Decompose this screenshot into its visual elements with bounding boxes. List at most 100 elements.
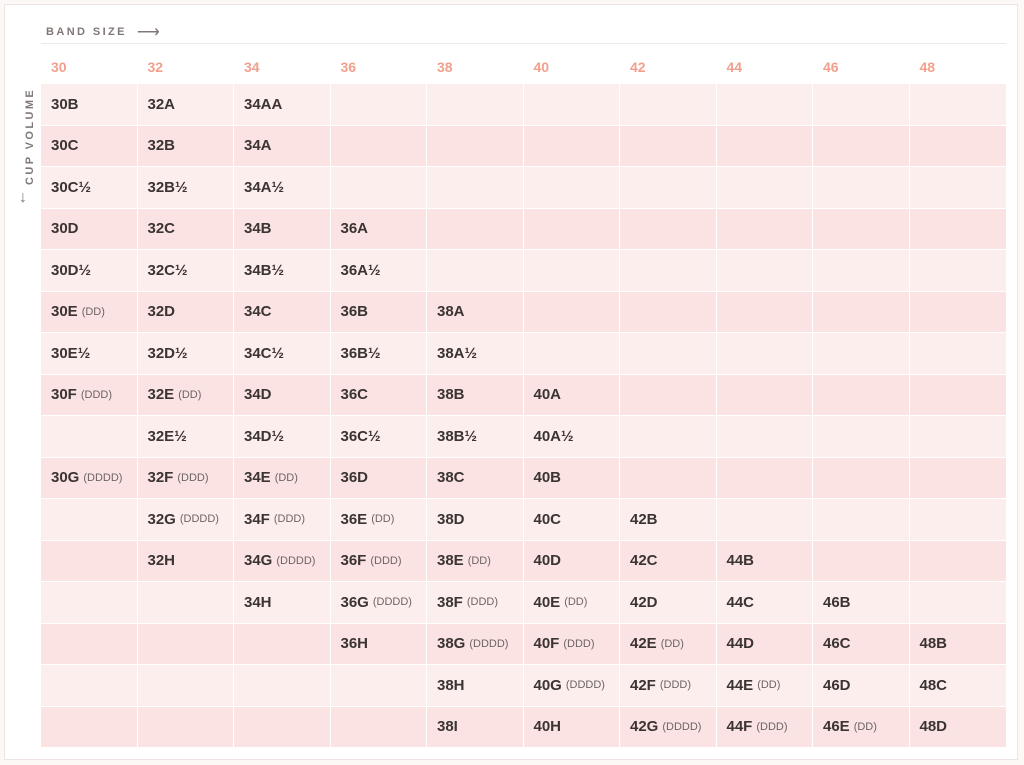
- size-cell: [523, 333, 620, 375]
- size-cell: [909, 499, 1006, 541]
- size-cell: 30C½: [41, 167, 138, 209]
- size-cell: 42G (DDDD): [620, 706, 717, 748]
- size-row: 30B 32A 34AA: [41, 84, 1006, 126]
- size-cell: [716, 457, 813, 499]
- size-label: 34B½: [244, 261, 285, 279]
- size-cell: [813, 167, 910, 209]
- size-row: 36H 38G (DDDD) 40F (DDD) 42E (DD) 44D 46C 48B: [41, 623, 1006, 665]
- size-label: 34A: [244, 137, 272, 155]
- size-label: 34AA: [244, 95, 283, 113]
- size-label: 32G: [147, 510, 176, 528]
- size-cell: 32B½: [137, 167, 234, 209]
- size-label: 32D: [147, 303, 176, 321]
- size-label: 44F: [726, 718, 753, 736]
- size-cell: [330, 84, 427, 126]
- size-cell: [909, 582, 1006, 624]
- size-cell: 32D½: [137, 333, 234, 375]
- size-label: 42C: [630, 552, 658, 570]
- cup-volume-label: CUP VOLUME ↓: [7, 88, 39, 215]
- size-cell: 40A½: [523, 416, 620, 458]
- alt-size-label: (DD): [467, 554, 491, 567]
- size-cell: 34F (DDD): [234, 499, 331, 541]
- size-label: 36A½: [340, 261, 381, 279]
- size-label: 36H: [340, 635, 369, 653]
- size-cell: 34A½: [234, 167, 331, 209]
- size-cell: [620, 167, 717, 209]
- size-cell: 38A: [427, 291, 524, 333]
- size-cell: [909, 416, 1006, 458]
- band-size-header-row: 30 32 34 36 38 40 42 44 46 48: [41, 51, 1006, 84]
- band-header-46: 46: [823, 59, 839, 75]
- alt-size-label: (DDD): [80, 388, 113, 401]
- size-cell: 30F (DDD): [41, 374, 138, 416]
- size-label: 32B: [147, 137, 176, 155]
- band-header-36: 36: [340, 59, 357, 75]
- size-cell: [427, 250, 524, 292]
- size-cell: 36A½: [330, 250, 427, 292]
- size-label: 40A½: [533, 427, 574, 445]
- size-cell: [523, 208, 620, 250]
- size-cell: 30B: [41, 84, 138, 126]
- size-label: 38E: [437, 552, 464, 570]
- size-label: 34C: [244, 303, 272, 321]
- size-label: 38G: [437, 635, 466, 653]
- size-cell: [716, 499, 813, 541]
- size-cell: 34D½: [234, 416, 331, 458]
- size-cell: 38H: [427, 665, 524, 707]
- size-label: 44D: [726, 635, 755, 653]
- right-arrow-icon: ⟶: [136, 24, 160, 41]
- band-header-48: 48: [919, 59, 936, 75]
- size-grid: 30 32 34 36 38 40 42 44 46 48 30B 32A 34AA 30C 32B 34A…: [41, 51, 1006, 748]
- size-label: 38A½: [437, 344, 478, 362]
- size-cell: 32C½: [137, 250, 234, 292]
- size-label: 40F: [533, 635, 560, 653]
- alt-size-label: (DD): [757, 679, 781, 692]
- size-cell: 44F (DDD): [716, 706, 813, 748]
- size-cell: [909, 292, 1006, 333]
- size-cell: [137, 665, 234, 707]
- size-cell: [620, 84, 717, 126]
- band-size-text: BAND SIZE: [46, 26, 127, 38]
- size-cell: [330, 125, 427, 167]
- size-cell: 48C: [909, 665, 1006, 707]
- alt-size-label: (DDD): [563, 637, 595, 650]
- alt-size-label: (DDDD): [662, 720, 702, 733]
- size-row: 30F (DDD) 32E (DD) 34D 36C 38B 40A: [41, 374, 1006, 416]
- size-cell: 38A½: [427, 333, 524, 375]
- size-label: 34H: [244, 593, 272, 611]
- size-cell: 46C: [813, 623, 910, 665]
- size-cell: 36A: [330, 208, 427, 250]
- size-row: 30E½ 32D½ 34C½ 36B½ 38A½: [41, 333, 1006, 375]
- size-cell: 34H: [234, 582, 331, 624]
- size-label: 48B: [919, 635, 948, 653]
- alt-size-label: (DD): [564, 596, 588, 609]
- size-cell: [523, 250, 620, 292]
- alt-size-label: (DDDD): [469, 637, 509, 650]
- size-label: 34E: [244, 469, 271, 487]
- size-cell: [620, 208, 717, 250]
- band-header-32: 32: [147, 59, 164, 75]
- size-cell: [813, 499, 910, 541]
- size-label: 40A: [533, 386, 562, 404]
- size-label: 32C½: [147, 261, 188, 279]
- size-cell: 42F (DDD): [620, 665, 717, 707]
- size-label: 34C½: [244, 344, 285, 362]
- band-header-44: 44: [726, 59, 743, 75]
- size-row: 38I 40H 42G (DDDD) 44F (DDD) 46E (DD) 48D: [41, 706, 1006, 748]
- alt-size-label: (DD): [81, 305, 105, 318]
- size-label: 32A: [147, 95, 176, 113]
- size-cell: 36C: [330, 374, 427, 416]
- size-cell: 32H: [137, 540, 234, 582]
- size-cell: [716, 84, 813, 126]
- size-cell: [813, 457, 910, 499]
- size-label: 30B: [51, 95, 79, 113]
- size-cell: 30E (DD): [41, 291, 138, 333]
- size-cell: [620, 416, 717, 458]
- size-label: 38H: [437, 676, 465, 694]
- alt-size-label: (DDD): [466, 596, 499, 609]
- size-cell: 38B: [427, 374, 524, 416]
- size-cell: [330, 167, 427, 209]
- size-cell: 36F (DDD): [330, 540, 427, 582]
- size-row: 30D½ 32C½ 34B½ 36A½: [41, 250, 1006, 292]
- size-cell: 32C: [137, 208, 234, 250]
